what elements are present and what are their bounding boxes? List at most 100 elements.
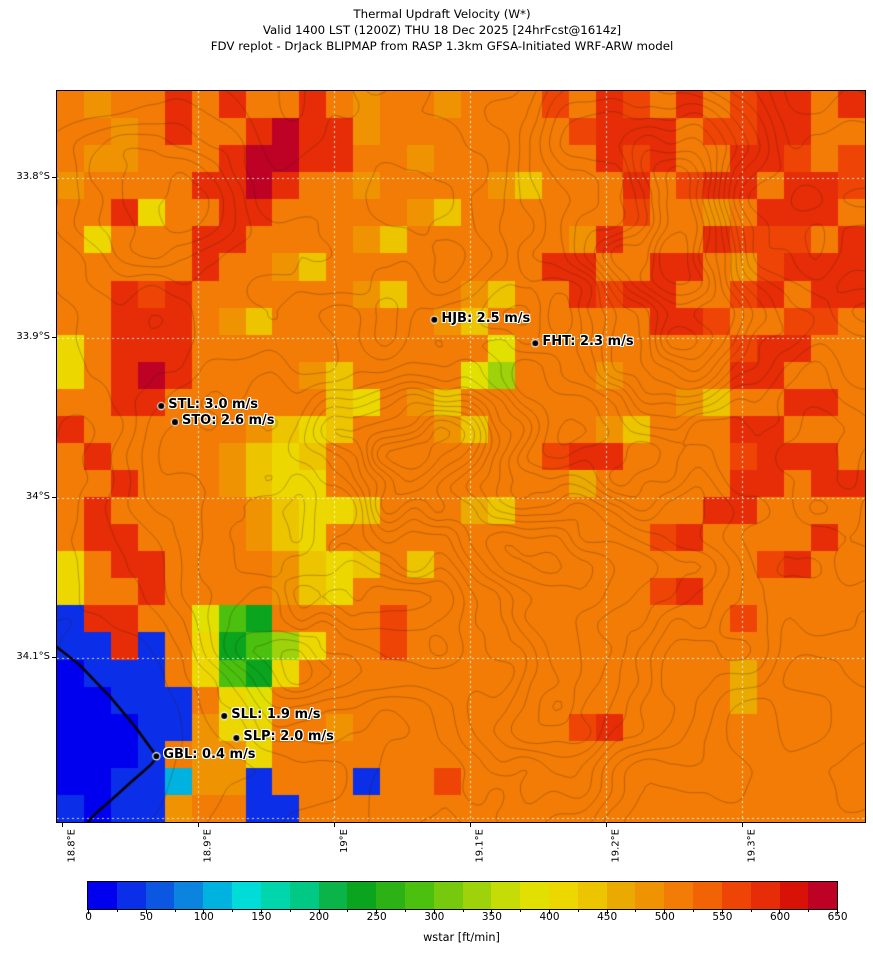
colorbar-tick-label: 350 (481, 911, 502, 923)
lon-tickmark (605, 823, 607, 827)
colorbar-tickmark (376, 909, 378, 914)
chart-title-line1: Thermal Updraft Velocity (W*) (353, 7, 531, 21)
colorbar-segment-600 (779, 882, 809, 909)
colorbar-label: wstar [ft/min] (423, 931, 500, 944)
lon-tickmark (469, 823, 471, 827)
colorbar-tickmark (260, 909, 262, 914)
colorbar-tickmark (520, 909, 522, 912)
colorbar-tickmark (721, 909, 723, 914)
lat-tick-label: 33.8°S (16, 170, 50, 182)
colorbar-tickmark (635, 909, 637, 912)
colorbar-segment-150 (260, 882, 290, 909)
colorbar-segment-300 (433, 882, 463, 909)
colorbar-segment-500 (664, 882, 694, 909)
map-canvas (57, 91, 865, 822)
lon-tick-label: 18.8°E (67, 829, 79, 863)
colorbar-segment-200 (318, 882, 348, 909)
colorbar-tickmark (779, 909, 781, 914)
lon-tick-label: 19.1°E (475, 829, 487, 863)
colorbar-tick-label: 200 (309, 911, 330, 923)
colorbar-segment-250 (376, 882, 405, 909)
colorbar-tickmark (347, 909, 349, 912)
lon-tickmark (741, 823, 743, 827)
colorbar-tick-label: 100 (193, 911, 214, 923)
lat-tick-label: 34°S (25, 490, 50, 502)
colorbar-segment-50 (145, 882, 175, 909)
colorbar-tickmark (837, 909, 839, 914)
colorbar-segment-75 (174, 882, 204, 909)
colorbar-tickmark (606, 909, 608, 914)
colorbar-tick-label: 0 (85, 911, 92, 923)
colorbar (87, 881, 838, 910)
colorbar-tickmark (433, 909, 435, 914)
colorbar-segment-350 (491, 882, 521, 909)
colorbar-segment-375 (520, 882, 549, 909)
colorbar-tick-label: 150 (251, 911, 272, 923)
colorbar-segment-550 (721, 882, 751, 909)
map-plot-area (56, 90, 866, 823)
lat-tickmark (52, 177, 56, 179)
colorbar-tickmark (232, 909, 234, 912)
colorbar-tickmark (491, 909, 493, 914)
colorbar-tick-label: 450 (597, 911, 618, 923)
colorbar-segment-450 (606, 882, 636, 909)
chart-title-line2: Valid 1400 LST (1200Z) THU 18 Dec 2025 [… (262, 23, 622, 37)
colorbar-tick-label: 650 (827, 911, 848, 923)
colorbar-segment-475 (635, 882, 665, 909)
colorbar-segment-0 (88, 882, 117, 909)
colorbar-tick-label: 600 (769, 911, 791, 923)
colorbar-segment-225 (347, 882, 377, 909)
colorbar-tickmark (203, 909, 205, 914)
colorbar-tickmark (750, 909, 752, 912)
colorbar-tickmark (808, 909, 810, 912)
lat-tickmark (52, 497, 56, 499)
colorbar-segment-25 (116, 882, 146, 909)
colorbar-segment-100 (203, 882, 233, 909)
colorbar-segment-575 (750, 882, 780, 909)
colorbar-segment-325 (462, 882, 492, 909)
colorbar-tickmark (318, 909, 320, 914)
station-label-SLL: SLL: 1.9 m/s (231, 707, 321, 722)
lon-tickmark (197, 823, 199, 827)
lat-tick-label: 34.1°S (16, 650, 50, 662)
colorbar-tick-label: 550 (712, 911, 733, 923)
lon-tick-label: 18.9°E (203, 829, 215, 863)
colorbar-tickmark (145, 909, 147, 914)
station-label-GBL: GBL: 0.4 m/s (163, 747, 256, 763)
colorbar-tickmark (289, 909, 291, 912)
lon-tick-label: 19.3°E (747, 829, 759, 863)
colorbar-segment-425 (577, 882, 607, 909)
colorbar-tickmark (664, 909, 666, 914)
lon-tick-label: 19.2°E (611, 829, 623, 863)
colorbar-segment-400 (549, 882, 578, 909)
lat-tickmark (52, 337, 56, 339)
colorbar-segment-525 (693, 882, 722, 909)
colorbar-tickmark (174, 909, 176, 912)
colorbar-tick-label: 400 (539, 911, 560, 923)
colorbar-tickmark (404, 909, 406, 912)
colorbar-segment-625 (808, 882, 838, 909)
colorbar-segment-175 (289, 882, 319, 909)
colorbar-tickmark (116, 909, 118, 912)
colorbar-tickmark (88, 909, 90, 914)
colorbar-tickmark (462, 909, 464, 912)
station-label-STO: STO: 2.6 m/s (181, 413, 275, 429)
station-label-SLP: SLP: 2.0 m/s (243, 728, 334, 744)
colorbar-tickmark (549, 909, 551, 914)
colorbar-tickmark (693, 909, 695, 912)
lon-tickmark (61, 823, 63, 827)
colorbar-segment-275 (404, 882, 434, 909)
lon-tick-label: 19°E (339, 829, 351, 854)
colorbar-tick-label: 50 (139, 911, 153, 923)
station-label-HJB: HJB: 2.5 m/s (441, 310, 531, 326)
chart-title-line3: FDV replot - DrJack BLIPMAP from RASP 1.… (210, 39, 674, 53)
chart-title-block: Thermal Updraft Velocity (W*) Valid 1400… (0, 6, 873, 54)
lat-tick-label: 33.9°S (16, 330, 50, 342)
lat-tickmark (52, 657, 56, 659)
colorbar-tick-label: 300 (424, 911, 445, 923)
lon-tickmark (333, 823, 335, 827)
station-label-STL: STL: 3.0 m/s (168, 397, 259, 413)
colorbar-tick-label: 500 (654, 911, 675, 923)
colorbar-tick-label: 250 (366, 911, 387, 923)
colorbar-tickmark (577, 909, 579, 912)
